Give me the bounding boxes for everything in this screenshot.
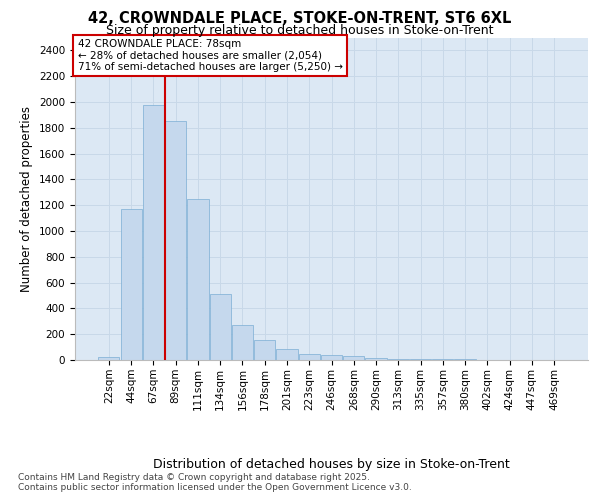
Bar (365, 358, 386, 360)
Bar (388, 358, 409, 360)
Text: 42 CROWNDALE PLACE: 78sqm
← 28% of detached houses are smaller (2,054)
71% of se: 42 CROWNDALE PLACE: 78sqm ← 28% of detac… (77, 39, 343, 72)
Text: Size of property relative to detached houses in Stoke-on-Trent: Size of property relative to detached ho… (106, 24, 494, 37)
Bar (410, 359, 431, 360)
Text: 42, CROWNDALE PLACE, STOKE-ON-TRENT, ST6 6XL: 42, CROWNDALE PLACE, STOKE-ON-TRENT, ST6… (88, 11, 512, 26)
X-axis label: Distribution of detached houses by size in Stoke-on-Trent: Distribution of detached houses by size … (153, 458, 510, 471)
Bar (232, 325, 253, 360)
Text: Contains public sector information licensed under the Open Government Licence v3: Contains public sector information licen… (18, 484, 412, 492)
Bar (299, 354, 320, 360)
Bar (98, 357, 119, 360)
Bar (165, 122, 186, 360)
Text: Contains HM Land Registry data © Crown copyright and database right 2025.: Contains HM Land Registry data © Crown c… (18, 472, 370, 482)
Bar (209, 294, 231, 360)
Bar (121, 209, 142, 360)
Bar (343, 356, 364, 360)
Bar (277, 349, 298, 360)
Bar (143, 104, 164, 360)
Bar (254, 340, 275, 360)
Bar (321, 355, 342, 360)
Y-axis label: Number of detached properties: Number of detached properties (20, 106, 34, 292)
Bar (187, 200, 209, 360)
